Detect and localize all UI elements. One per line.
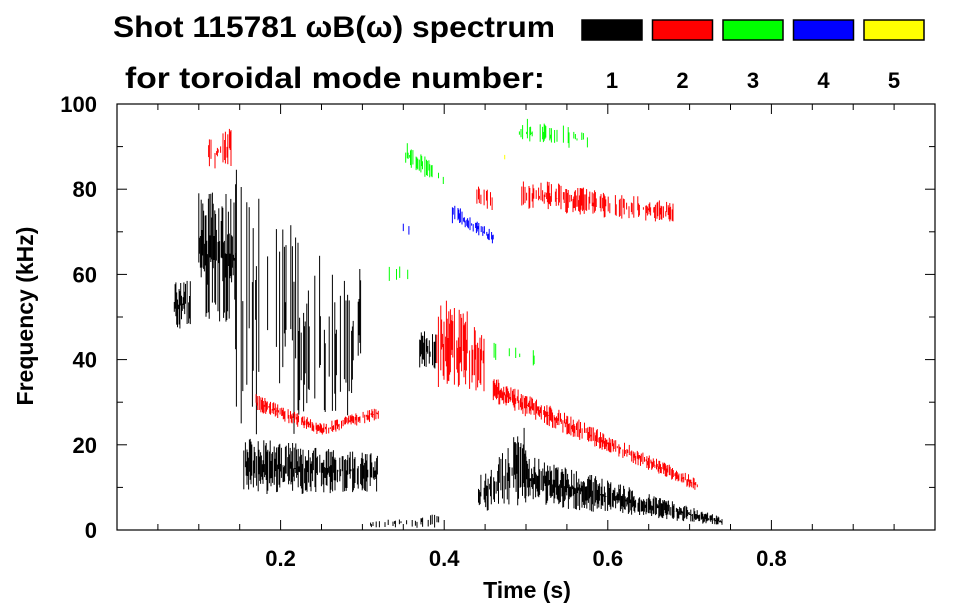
chart-subtitle: for toroidal mode number: <box>125 62 545 95</box>
legend-swatch-mode-5 <box>863 19 925 41</box>
mode-2-feature <box>492 379 698 490</box>
legend-label-mode-4: 4 <box>817 68 830 93</box>
y-tick-label: 0 <box>85 518 97 543</box>
x-tick-label: 0.4 <box>429 546 460 571</box>
y-axis-label: Frequency (kHz) <box>12 227 38 406</box>
legend-label-mode-1: 1 <box>606 68 618 93</box>
y-tick-label: 20 <box>73 433 97 458</box>
x-tick-label: 0.8 <box>756 546 787 571</box>
mode-2-feature <box>436 300 485 392</box>
spectrogram-marks <box>173 118 723 528</box>
y-tick-label: 60 <box>73 262 97 287</box>
mode-1-feature <box>173 280 191 329</box>
y-tick-label: 80 <box>73 177 97 202</box>
y-tick-labels: 0 20 40 60 80 100 <box>60 92 97 543</box>
mode-1-feature <box>198 192 237 322</box>
mode-2-feature <box>521 181 674 222</box>
mode-1-feature <box>419 331 437 369</box>
mode-3-feature <box>405 143 444 184</box>
legend-swatch-mode-2 <box>651 19 714 41</box>
mode-2-feature <box>321 408 379 435</box>
mode-3-feature <box>493 342 535 366</box>
mode-2-feature <box>208 128 232 169</box>
legend-label-mode-3: 3 <box>747 68 759 93</box>
legend: 1 2 3 4 5 <box>581 19 925 93</box>
mode-1-feature <box>478 427 527 511</box>
mode-1-feature <box>235 169 354 435</box>
legend-label-mode-2: 2 <box>676 68 688 93</box>
x-axis-label: Time (s) <box>483 577 571 603</box>
y-tick-label: 100 <box>60 92 97 117</box>
mode-1-feature <box>525 456 723 525</box>
legend-swatch-mode-1 <box>581 19 643 41</box>
mode-2-feature <box>476 186 493 210</box>
y-tick-label: 40 <box>73 348 97 373</box>
legend-label-mode-5: 5 <box>888 68 900 93</box>
x-tick-labels: 0.2 0.4 0.6 0.8 <box>265 546 786 571</box>
x-tick-label: 0.2 <box>265 546 296 571</box>
mode-4-feature <box>402 223 410 235</box>
x-tick-label: 0.6 <box>593 546 624 571</box>
chart-title: Shot 115781 ωB(ω) spectrum <box>113 11 555 44</box>
mode-3-feature <box>518 118 588 148</box>
axis-ticks <box>116 103 936 531</box>
mode-3-feature <box>388 266 409 281</box>
mode-1-feature <box>357 269 362 356</box>
legend-swatch-mode-3 <box>722 19 784 41</box>
mode-1-feature <box>370 514 440 528</box>
legend-swatch-mode-4 <box>792 19 855 41</box>
mode-2-feature <box>255 394 322 434</box>
mode-1-feature <box>243 438 378 494</box>
mode-4-feature <box>451 205 494 244</box>
